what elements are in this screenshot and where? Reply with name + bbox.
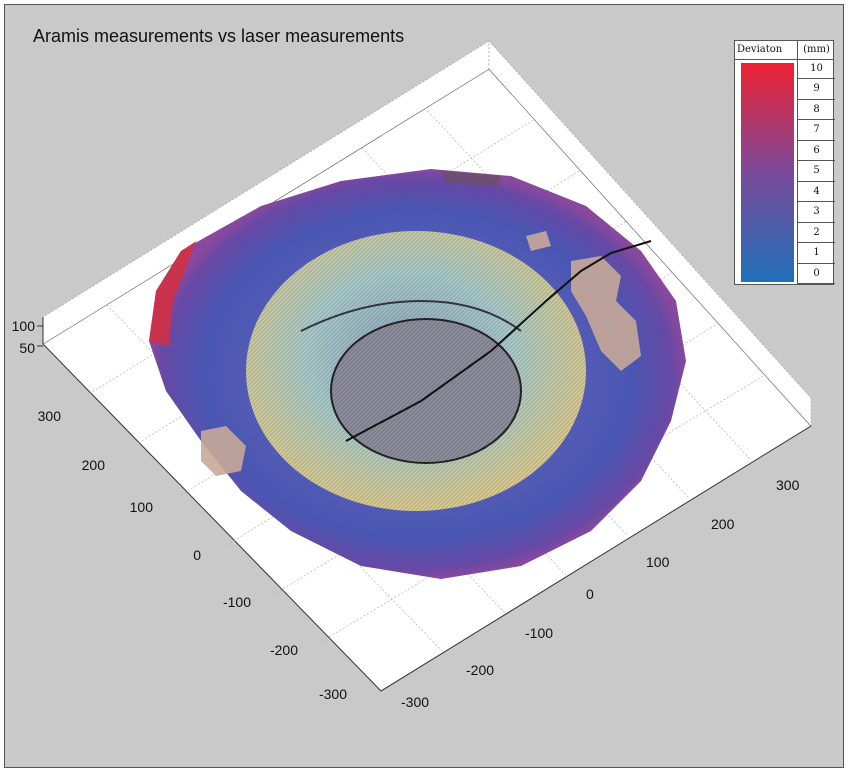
legend-scale-value: 10 [798, 59, 835, 80]
side-wall [488, 40, 812, 427]
chart-title: Aramis measurements vs laser measurement… [33, 26, 405, 46]
legend-scale-value: 4 [798, 182, 835, 203]
legend-scale-value: 8 [798, 100, 835, 121]
missing-patch [571, 256, 641, 371]
bowl-ridge [300, 299, 522, 332]
legend-scale-value: 7 [798, 120, 835, 141]
surface-plot: 100 50 300 200 100 0 -100 -200 -300 -300… [12, 40, 812, 710]
legend-title: Deviaton [737, 44, 783, 55]
z-tick-label: 100 [12, 318, 36, 334]
bowl-floor-mesh [331, 319, 521, 463]
crack-line [345, 240, 652, 442]
y-tick-label: 0 [193, 547, 201, 563]
deviation-surface [149, 169, 686, 579]
legend-scale-value: 5 [798, 161, 835, 182]
x-tick-label: 0 [586, 586, 594, 602]
missing-patch [201, 426, 246, 476]
y-tick-label: 300 [38, 408, 62, 424]
missing-patch [441, 171, 501, 186]
x-tick-label: 300 [776, 477, 800, 493]
z-tick-label: 50 [19, 340, 35, 356]
x-tick-label: 100 [646, 554, 670, 570]
legend-scale: 10 9 8 7 6 5 4 3 2 1 0 [797, 59, 835, 284]
legend-scale-value: 1 [798, 243, 835, 264]
legend-header: Deviaton (mm) [735, 41, 833, 60]
legend-color-bar [741, 63, 794, 282]
legend-scale-value: 2 [798, 223, 835, 244]
color-legend: Deviaton (mm) 10 9 8 7 6 5 4 3 2 1 0 [734, 40, 835, 285]
x-tick-label: 200 [711, 516, 735, 532]
y-tick-label: 200 [82, 457, 106, 473]
y-tick-label: -300 [319, 686, 347, 702]
y-tick-label: 100 [130, 499, 154, 515]
figure-frame: 100 50 300 200 100 0 -100 -200 -300 -300… [4, 4, 844, 768]
x-tick-label: -100 [525, 625, 553, 641]
legend-scale-value: 6 [798, 141, 835, 162]
legend-scale-value: 0 [798, 264, 835, 284]
legend-scale-value: 3 [798, 202, 835, 223]
x-tick-label: -300 [401, 694, 429, 710]
y-tick-label: -100 [223, 594, 251, 610]
y-tick-label: -200 [270, 642, 298, 658]
legend-unit: (mm) [797, 41, 835, 59]
x-tick-label: -200 [466, 662, 494, 678]
legend-scale-value: 9 [798, 79, 835, 100]
missing-patch [526, 231, 551, 251]
